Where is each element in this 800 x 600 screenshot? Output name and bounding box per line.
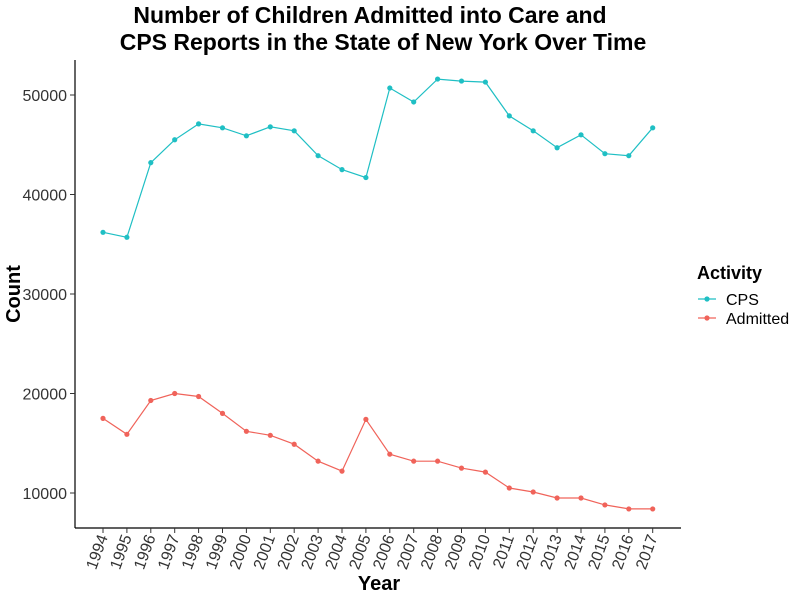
data-point-cps xyxy=(291,128,297,134)
data-point-cps xyxy=(315,153,321,159)
data-point-cps xyxy=(243,133,249,139)
data-point-admitted xyxy=(339,468,345,474)
data-point-cps xyxy=(387,85,393,91)
data-point-admitted xyxy=(219,410,226,416)
x-axis-ticks: 1994199519961997199819992000200120022003… xyxy=(84,528,661,572)
y-tick-label: 10000 xyxy=(23,486,68,503)
data-point-cps xyxy=(578,132,584,138)
data-point-cps xyxy=(148,160,154,166)
x-axis-title: Year xyxy=(358,573,400,595)
y-axis-ticks: 10000 20000 30000 40000 50000 xyxy=(23,88,75,503)
data-point-admitted xyxy=(435,458,441,464)
y-tick-label: 20000 xyxy=(23,387,68,404)
data-point-cps xyxy=(482,79,488,85)
y-tick-label: 30000 xyxy=(23,287,68,304)
data-point-cps xyxy=(411,99,417,105)
data-point-admitted xyxy=(554,495,560,501)
data-point-admitted xyxy=(172,390,178,397)
chart-title-line-1: Number of Children Admitted into Care an… xyxy=(133,2,606,28)
data-point-cps xyxy=(435,76,441,82)
data-point-admitted xyxy=(291,441,297,447)
data-point-admitted xyxy=(411,458,417,464)
legend-item-cps: CPS xyxy=(698,292,759,309)
chart-title-line-2: CPS Reports in the State of New York Ove… xyxy=(120,29,647,55)
data-point-admitted xyxy=(482,469,488,475)
data-point-cps xyxy=(172,137,178,143)
data-point-admitted xyxy=(243,428,249,434)
y-tick-label: 40000 xyxy=(23,188,68,205)
series-layer xyxy=(100,76,656,512)
series-line-cps xyxy=(102,78,654,238)
data-point-admitted xyxy=(363,416,369,422)
legend-key-point-cps xyxy=(704,296,710,302)
data-point-cps xyxy=(530,128,536,134)
legend: Activity CPS Admitted xyxy=(697,263,789,328)
data-point-cps xyxy=(267,124,273,130)
y-tick-label: 50000 xyxy=(23,88,68,105)
data-point-admitted xyxy=(506,485,512,491)
data-point-cps xyxy=(100,229,106,235)
legend-item-admitted: Admitted xyxy=(698,311,789,328)
data-point-cps xyxy=(650,125,656,131)
data-point-admitted xyxy=(650,506,656,512)
data-point-cps xyxy=(339,167,345,173)
data-point-cps xyxy=(554,145,560,151)
data-point-admitted xyxy=(626,506,632,512)
data-point-cps xyxy=(602,151,608,157)
legend-key-point-admitted xyxy=(704,315,710,321)
data-point-admitted xyxy=(315,458,321,464)
data-point-admitted xyxy=(602,502,608,508)
y-axis-title: Count xyxy=(3,265,25,323)
data-point-cps xyxy=(363,174,369,181)
data-point-cps xyxy=(506,113,512,119)
data-point-admitted xyxy=(124,431,130,437)
data-point-cps xyxy=(196,121,202,127)
legend-label-cps: CPS xyxy=(726,292,759,309)
data-point-cps xyxy=(458,78,465,84)
data-point-cps xyxy=(219,125,226,131)
data-point-admitted xyxy=(148,397,154,404)
legend-label-admitted: Admitted xyxy=(726,311,789,328)
data-point-cps xyxy=(124,234,130,240)
data-point-admitted xyxy=(267,432,273,438)
data-point-admitted xyxy=(196,393,202,400)
data-point-admitted xyxy=(100,415,106,421)
series-line-admitted xyxy=(102,392,653,510)
data-point-admitted xyxy=(578,495,584,501)
legend-title: Activity xyxy=(697,263,762,283)
data-point-admitted xyxy=(458,465,465,471)
data-point-cps xyxy=(626,153,632,159)
data-point-admitted xyxy=(387,451,393,457)
data-point-admitted xyxy=(530,489,536,495)
